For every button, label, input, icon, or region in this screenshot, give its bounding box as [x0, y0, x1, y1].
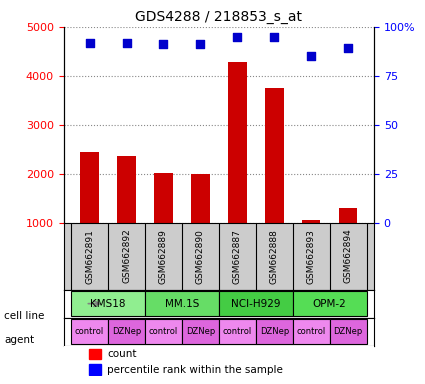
Bar — [302, 220, 320, 271]
Bar — [154, 173, 173, 271]
Text: DZNep: DZNep — [334, 327, 363, 336]
Text: GSM662893: GSM662893 — [307, 229, 316, 283]
FancyBboxPatch shape — [108, 319, 145, 344]
FancyBboxPatch shape — [256, 319, 293, 344]
Bar — [117, 156, 136, 271]
Bar — [88, 349, 101, 359]
Point — [86, 40, 93, 46]
Text: control: control — [75, 327, 104, 336]
FancyBboxPatch shape — [145, 291, 219, 316]
Point — [234, 33, 241, 40]
Bar — [191, 174, 210, 271]
Text: DZNep: DZNep — [260, 327, 289, 336]
Text: GSM662890: GSM662890 — [196, 229, 205, 283]
Point — [308, 53, 314, 59]
Text: agent: agent — [4, 335, 34, 345]
Text: GSM662892: GSM662892 — [122, 229, 131, 283]
Point — [160, 41, 167, 48]
Text: GSM662891: GSM662891 — [85, 229, 94, 283]
Text: OPM-2: OPM-2 — [313, 299, 346, 309]
Point — [123, 40, 130, 46]
Title: GDS4288 / 218853_s_at: GDS4288 / 218853_s_at — [136, 10, 302, 25]
Text: cell line: cell line — [4, 311, 45, 321]
Point — [197, 41, 204, 48]
FancyBboxPatch shape — [182, 319, 219, 344]
Point — [271, 33, 278, 40]
Text: control: control — [223, 327, 252, 336]
FancyBboxPatch shape — [330, 319, 367, 344]
Text: control: control — [297, 327, 326, 336]
FancyBboxPatch shape — [219, 291, 293, 316]
Text: control: control — [149, 327, 178, 336]
FancyBboxPatch shape — [145, 319, 182, 344]
FancyBboxPatch shape — [293, 319, 330, 344]
Text: GSM662887: GSM662887 — [233, 229, 242, 283]
Bar — [265, 88, 283, 271]
Text: KMS18: KMS18 — [91, 299, 126, 309]
FancyBboxPatch shape — [71, 291, 145, 316]
Text: GSM662889: GSM662889 — [159, 229, 168, 283]
Bar — [88, 364, 101, 375]
Bar — [228, 62, 246, 271]
Text: GSM662888: GSM662888 — [270, 229, 279, 283]
FancyBboxPatch shape — [219, 319, 256, 344]
FancyBboxPatch shape — [71, 319, 108, 344]
Text: MM.1S: MM.1S — [165, 299, 199, 309]
Text: count: count — [107, 349, 137, 359]
Text: NCI-H929: NCI-H929 — [231, 299, 280, 309]
Text: GSM662894: GSM662894 — [344, 229, 353, 283]
Text: percentile rank within the sample: percentile rank within the sample — [107, 364, 283, 374]
Text: DZNep: DZNep — [112, 327, 141, 336]
Text: DZNep: DZNep — [186, 327, 215, 336]
Bar — [339, 209, 357, 271]
FancyBboxPatch shape — [293, 291, 367, 316]
Point — [345, 45, 351, 51]
Bar — [80, 152, 99, 271]
